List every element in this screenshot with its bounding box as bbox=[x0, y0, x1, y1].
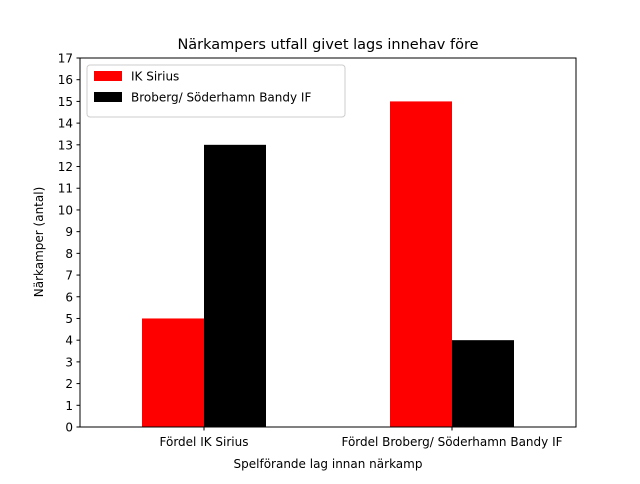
y-tick-label: 3 bbox=[65, 355, 73, 369]
y-tick-label: 11 bbox=[58, 182, 73, 196]
y-tick-label: 12 bbox=[58, 160, 73, 174]
legend-box bbox=[86, 64, 346, 118]
y-tick-label: 14 bbox=[58, 117, 73, 131]
y-tick-label: 9 bbox=[65, 225, 73, 239]
y-tick-label: 13 bbox=[58, 138, 73, 152]
x-axis: Fördel IK Sirius Fördel Broberg/ Söderham… bbox=[160, 427, 563, 449]
legend-label: IK Sirius bbox=[131, 70, 179, 84]
bars-layer bbox=[142, 101, 514, 427]
bar-series-1-cat-1 bbox=[142, 318, 204, 427]
x-tick-label: Fördel Broberg/ Söderhamn Bandy IF bbox=[341, 435, 562, 449]
legend: IK Sirius Broberg/ Söderhamn Bandy IF bbox=[86, 64, 346, 118]
y-tick-label: 4 bbox=[65, 334, 73, 348]
y-tick-label: 17 bbox=[58, 52, 73, 66]
chart-title: Närkampers utfall givet lags innehav för… bbox=[177, 37, 478, 53]
y-tick-label: 6 bbox=[65, 290, 73, 304]
y-tick-label: 2 bbox=[65, 377, 73, 391]
y-tick-label: 1 bbox=[65, 399, 73, 413]
bar-series-1-cat-2 bbox=[390, 101, 452, 427]
legend-label: Broberg/ Söderhamn Bandy IF bbox=[131, 91, 311, 105]
bar-series-2-cat-2 bbox=[452, 340, 514, 427]
legend-swatch bbox=[94, 92, 122, 102]
y-tick-label: 7 bbox=[65, 269, 73, 283]
x-tick-label: Fördel IK Sirius bbox=[160, 435, 249, 449]
y-tick-label: 16 bbox=[58, 73, 73, 87]
y-tick-label: 10 bbox=[58, 203, 73, 217]
bar-series-2-cat-1 bbox=[204, 144, 266, 427]
legend-swatch bbox=[94, 71, 122, 81]
plot-frame bbox=[79, 57, 577, 428]
y-axis-label: Närkamper (antal) bbox=[32, 187, 46, 298]
y-tick-label: 5 bbox=[65, 312, 73, 326]
y-tick-label: 8 bbox=[65, 247, 73, 261]
y-tick-label: 15 bbox=[58, 95, 73, 109]
x-axis-label: Spelförande lag innan närkamp bbox=[234, 457, 423, 471]
y-tick-label: 0 bbox=[65, 421, 73, 435]
